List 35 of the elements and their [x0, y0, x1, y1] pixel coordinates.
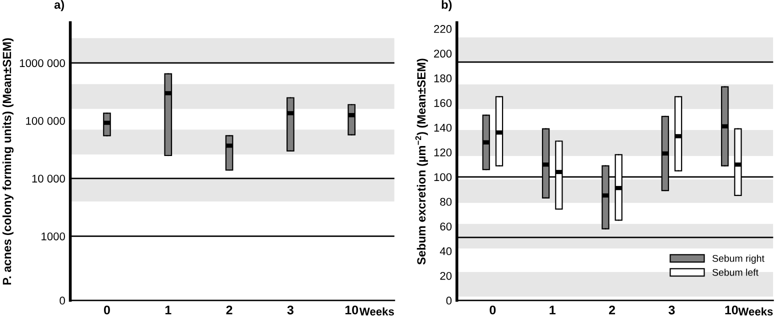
- y-tick-label: 160: [434, 99, 452, 107]
- y-tick-label: 60: [440, 222, 452, 230]
- y-tick-label: 0: [60, 296, 65, 305]
- y-axis-title: P. acnes (colony forming units) (Mean±SEM): [2, 38, 14, 285]
- y-tick-label: 140: [434, 124, 452, 132]
- y-tick-label: 1000: [42, 232, 65, 240]
- x-tick-label: 0: [104, 306, 110, 314]
- x-tick-label: 3: [287, 306, 294, 314]
- x-tick-label: 10: [345, 306, 358, 314]
- y-tick-label: 10 000: [32, 174, 65, 183]
- x-tick-label: 3: [668, 306, 675, 314]
- y-tick-label: 40: [440, 247, 452, 256]
- x-axis-title: Weeks: [738, 307, 773, 316]
- x-tick-label: 2: [609, 306, 616, 314]
- x-tick-label: 1: [165, 306, 172, 314]
- y-tick-label: 1000 000: [20, 59, 65, 68]
- chart-title: a): [54, 0, 64, 12]
- y-tick-label: 20: [440, 272, 452, 280]
- y-tick-label: 100 000: [26, 116, 65, 125]
- y-tick-label: 120: [434, 148, 452, 156]
- legend-label: Sebum right: [712, 254, 764, 264]
- y-tick-label: 180: [434, 74, 452, 82]
- y-tick-label: 100: [434, 173, 452, 182]
- y-tick-label: 220: [434, 25, 452, 33]
- x-tick-label: 0: [490, 306, 496, 314]
- y-tick-label: 0: [446, 296, 452, 305]
- y-tick-label: 200: [434, 50, 452, 58]
- legend-label: Sebum left: [712, 268, 758, 276]
- y-tick-label: 80: [440, 198, 452, 206]
- chart-title: b): [442, 0, 452, 12]
- x-tick-label: 10: [725, 306, 738, 314]
- x-tick-label: 2: [226, 306, 232, 314]
- x-tick-label: 1: [550, 306, 556, 314]
- x-axis-title: Weeks: [359, 307, 394, 316]
- y-axis-title: Sebum excretion (µm$^{−2}$) (Mean±SEM): [415, 58, 428, 265]
